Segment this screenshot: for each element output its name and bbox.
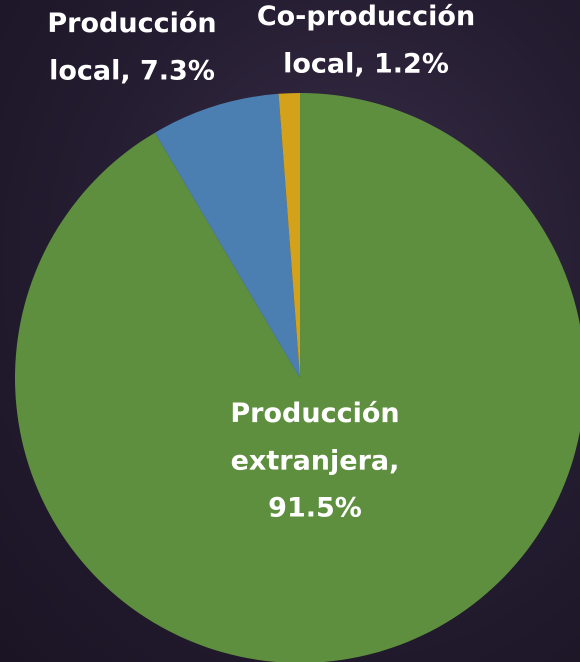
slice bbox=[278, 93, 300, 378]
slice bbox=[15, 93, 580, 662]
data-label: Producción local, 7.3% bbox=[47, 8, 216, 86]
slice bbox=[154, 93, 300, 378]
labels: Producción extranjera, 91.5% Producción loca… bbox=[47, 1, 475, 524]
pie bbox=[15, 93, 580, 662]
data-label: Co-producción local, 1.2% bbox=[257, 1, 475, 79]
data-label: Producción extranjera, 91.5% bbox=[230, 398, 399, 524]
